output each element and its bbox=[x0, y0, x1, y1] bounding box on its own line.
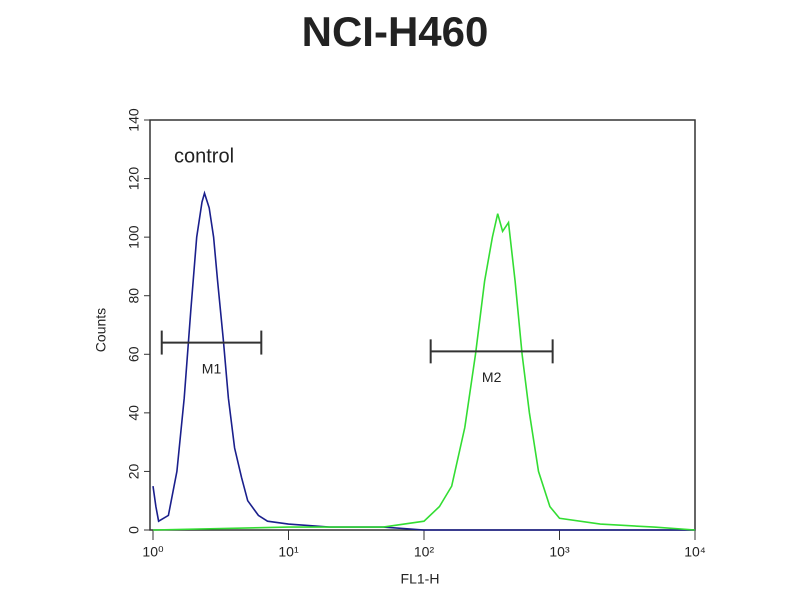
marker-label: M1 bbox=[202, 360, 222, 376]
y-tick-label: 120 bbox=[126, 167, 142, 191]
y-tick-label: 60 bbox=[126, 346, 142, 362]
y-tick-label: 40 bbox=[126, 405, 142, 421]
y-tick-label: 0 bbox=[126, 526, 142, 534]
histogram-line bbox=[152, 213, 696, 531]
annotation: control bbox=[174, 145, 234, 167]
y-tick-label: 20 bbox=[126, 463, 142, 479]
y-tick-label: 140 bbox=[126, 108, 142, 132]
y-axis-label: Counts bbox=[93, 308, 109, 352]
chart-title: NCI-H460 bbox=[302, 8, 489, 55]
x-tick-label: 10² bbox=[414, 544, 435, 560]
y-tick-label: 100 bbox=[126, 225, 142, 249]
x-tick-label: 10⁴ bbox=[684, 544, 706, 560]
y-tick-label: 80 bbox=[126, 288, 142, 304]
x-tick-label: 10³ bbox=[549, 544, 570, 560]
x-tick-label: 10¹ bbox=[278, 544, 299, 560]
histogram-line bbox=[152, 190, 695, 531]
x-axis-label: FL1-H bbox=[401, 571, 440, 587]
marker-label: M2 bbox=[482, 369, 502, 385]
plot-frame bbox=[149, 119, 696, 531]
x-tick-label: 10⁰ bbox=[142, 544, 164, 560]
